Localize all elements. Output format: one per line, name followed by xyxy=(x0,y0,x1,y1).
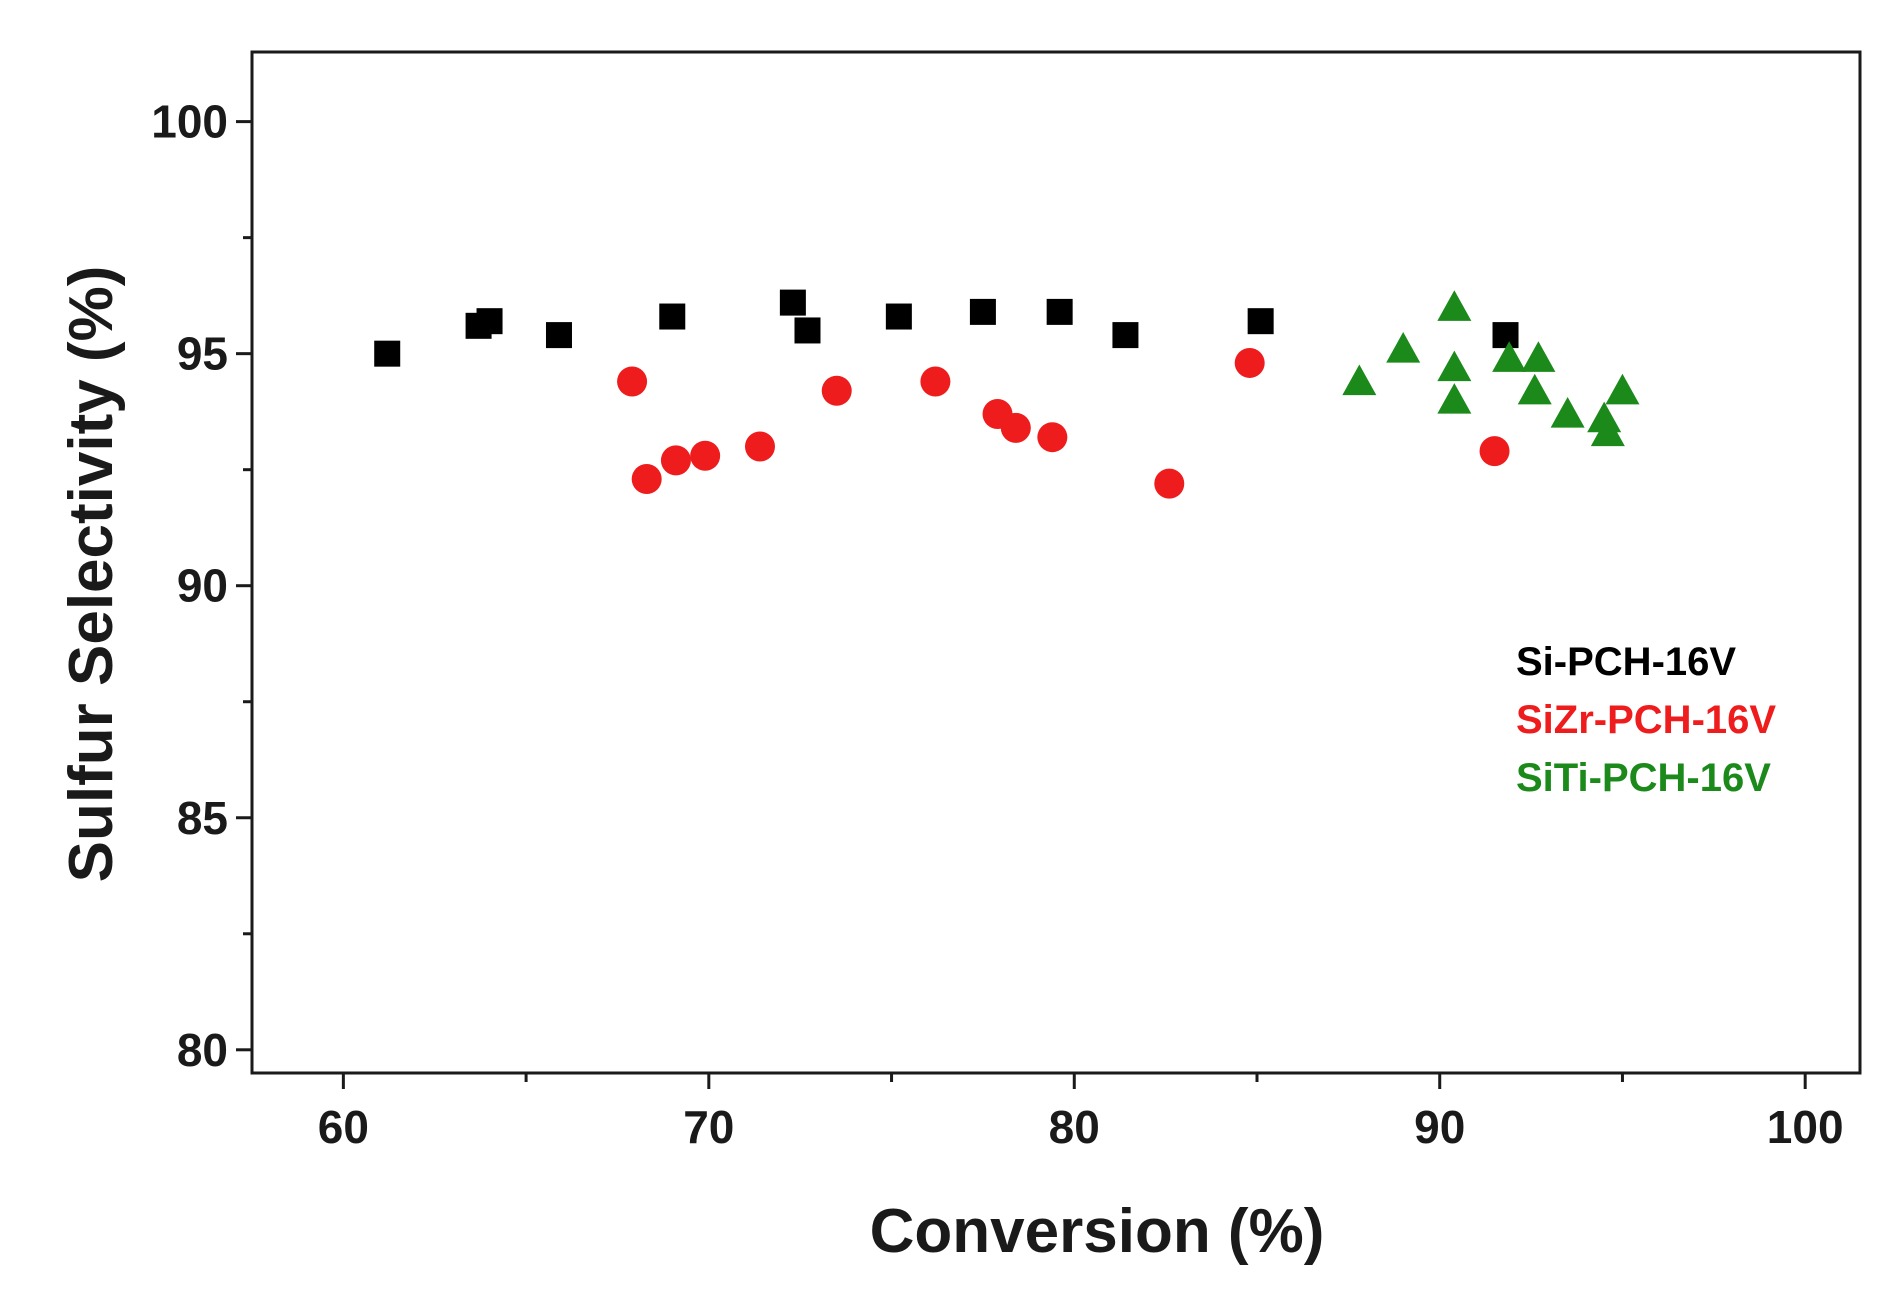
data-point-sizr-pch-16v xyxy=(617,366,648,397)
x-tick-label: 100 xyxy=(1767,1101,1844,1153)
data-point-sizr-pch-16v xyxy=(821,375,852,406)
data-point-siti-pch-16v xyxy=(1517,373,1552,405)
data-point-sizr-pch-16v xyxy=(1000,412,1031,443)
data-point-si-pch-16v xyxy=(1112,322,1139,349)
data-point-siti-pch-16v xyxy=(1605,373,1640,405)
data-point-si-pch-16v xyxy=(885,303,912,330)
y-tick-label: 80 xyxy=(177,1024,228,1076)
data-point-sizr-pch-16v xyxy=(660,445,691,476)
legend: Si-PCH-16V SiZr-PCH-16V SiTi-PCH-16V xyxy=(1516,640,1776,800)
x-tick-label: 60 xyxy=(318,1101,369,1153)
plot-frame xyxy=(250,50,1862,1075)
data-point-si-pch-16v xyxy=(476,308,503,335)
points-layer xyxy=(374,289,1640,499)
data-point-siti-pch-16v xyxy=(1437,350,1472,382)
data-point-sizr-pch-16v xyxy=(1154,468,1185,499)
ticks-layer: 60 70 80 90 100 80 85 90 95 100 xyxy=(151,96,1843,1153)
data-point-sizr-pch-16v xyxy=(631,463,662,494)
data-point-si-pch-16v xyxy=(1046,298,1073,325)
data-point-siti-pch-16v xyxy=(1590,415,1625,447)
data-point-siti-pch-16v xyxy=(1492,341,1527,372)
data-point-sizr-pch-16v xyxy=(1234,347,1265,378)
data-point-sizr-pch-16v xyxy=(1037,422,1068,453)
data-point-si-pch-16v xyxy=(659,303,686,330)
data-point-si-pch-16v xyxy=(374,340,401,367)
x-tick-label: 90 xyxy=(1414,1101,1465,1153)
x-tick-label: 80 xyxy=(1049,1101,1100,1153)
data-point-sizr-pch-16v xyxy=(920,366,951,397)
data-point-si-pch-16v xyxy=(1247,308,1274,335)
y-tick-label: 95 xyxy=(177,328,228,380)
data-point-si-pch-16v xyxy=(969,298,996,325)
y-tick-label: 90 xyxy=(177,560,228,612)
data-point-si-pch-16v xyxy=(1492,322,1519,349)
data-point-siti-pch-16v xyxy=(1550,396,1585,428)
data-point-si-pch-16v xyxy=(545,322,572,349)
data-point-sizr-pch-16v xyxy=(744,431,775,462)
data-point-sizr-pch-16v xyxy=(1479,436,1510,467)
x-axis-label: Conversion (%) xyxy=(870,1197,1325,1266)
x-tick-label: 70 xyxy=(683,1101,734,1153)
data-point-si-pch-16v xyxy=(779,289,806,316)
data-point-si-pch-16v xyxy=(794,317,821,344)
y-axis-label: Sulfur Selectivity (%) xyxy=(57,266,126,883)
data-point-siti-pch-16v xyxy=(1437,383,1472,414)
legend-entry-sizr-pch-16v: SiZr-PCH-16V xyxy=(1516,698,1776,742)
legend-entry-si-pch-16v: Si-PCH-16V xyxy=(1516,640,1736,684)
data-point-siti-pch-16v xyxy=(1437,290,1472,321)
y-tick-label: 85 xyxy=(177,792,228,844)
y-tick-label: 100 xyxy=(151,96,228,148)
data-point-sizr-pch-16v xyxy=(690,440,721,471)
data-point-siti-pch-16v xyxy=(1521,341,1556,372)
data-point-siti-pch-16v xyxy=(1342,364,1377,396)
legend-entry-siti-pch-16v: SiTi-PCH-16V xyxy=(1516,756,1771,800)
data-point-siti-pch-16v xyxy=(1386,332,1421,363)
